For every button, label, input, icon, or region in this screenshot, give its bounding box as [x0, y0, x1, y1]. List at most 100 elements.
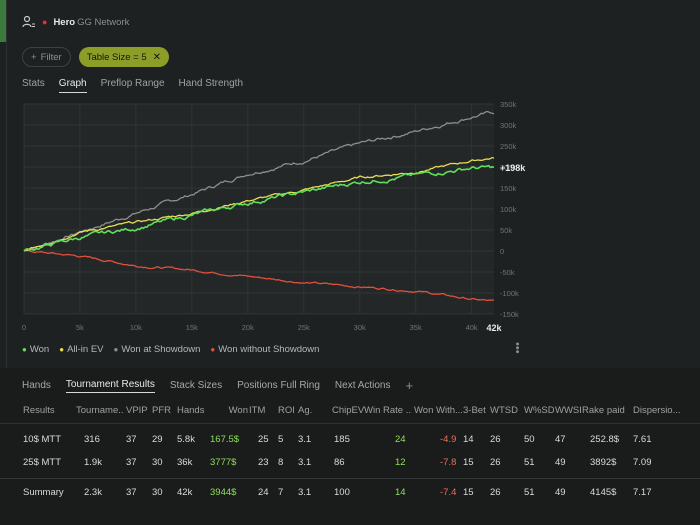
y-tick-label: 150k — [500, 184, 517, 193]
column-header[interactable]: ChipEV/T — [332, 405, 364, 416]
chart-svg: 350k 300k 250k 200k 150k 100k 50k 0 -50k -100k -15… — [22, 100, 526, 333]
tab-next-actions[interactable]: Next Actions — [334, 380, 391, 391]
column-header[interactable]: Ag. — [298, 405, 313, 416]
table-cell: 23 — [258, 457, 269, 468]
column-header[interactable]: Win Rate ... — [364, 405, 412, 416]
table-cell: 49 — [555, 457, 566, 468]
table-cell: 3892$ — [590, 457, 617, 468]
tab-hand-strength[interactable]: Hand Strength — [178, 78, 244, 89]
x-tick-label: 20k — [242, 323, 254, 332]
column-header[interactable]: Results — [23, 405, 55, 416]
table-cell: 15 — [463, 457, 474, 468]
table-cell: 86 — [334, 457, 345, 468]
header: ● Hero GG Network — [22, 14, 129, 30]
y-tick-label: -100k — [500, 289, 519, 298]
legend-label: Won — [29, 344, 50, 355]
tab-preflop-range[interactable]: Preflop Range — [100, 78, 165, 89]
more-options-icon[interactable]: ••• — [511, 342, 523, 354]
chip-label: Table Size = 5 — [86, 51, 147, 63]
column-header[interactable]: WTSD — [490, 405, 518, 416]
column-header[interactable]: Dispersio... — [633, 405, 681, 416]
legend-showdown[interactable]: ● Won at Showdown — [114, 344, 201, 355]
legend-label: Won at Showdown — [121, 344, 201, 355]
table-cell: 7.09 — [633, 457, 652, 468]
legend-non-showdown[interactable]: ● Won without Showdown — [210, 344, 319, 355]
table-cell: 51 — [524, 457, 535, 468]
table-cell: 37 — [126, 487, 137, 498]
x-tick-label: 10k — [130, 323, 142, 332]
table-cell: 26 — [490, 434, 501, 445]
table-size-chip[interactable]: Table Size = 5 ✕ — [78, 47, 170, 67]
results-graph[interactable]: 350k 300k 250k 200k 150k 100k 50k 0 -50k -100k -15… — [22, 98, 532, 338]
tab-positions-full-ring[interactable]: Positions Full Ring — [237, 380, 320, 391]
column-header[interactable]: Tourname... — [76, 405, 124, 416]
x-tick-label: 30k — [354, 323, 366, 332]
table-cell: 37 — [126, 457, 137, 468]
tab-stats[interactable]: Stats — [22, 78, 45, 89]
table-cell: 3944$ — [210, 487, 237, 498]
table-cell: 2.3k — [84, 487, 102, 498]
series-line-non_showdown — [23, 249, 495, 302]
table-cell: 37 — [126, 434, 137, 445]
table-cell: 3.1 — [298, 457, 312, 468]
network-name: GG Network — [77, 16, 130, 28]
plus-icon: + — [31, 51, 37, 63]
status-dot-icon: ● — [42, 16, 48, 27]
won-end-label: +198k — [500, 163, 526, 173]
tab-hands[interactable]: Hands — [22, 380, 51, 391]
table-cell: 1.9k — [84, 457, 102, 468]
x-tick-label: 5k — [76, 323, 84, 332]
table-cell: 3.1 — [298, 434, 312, 445]
table-cell: 252.8$ — [590, 434, 620, 445]
table-cell: 8 — [278, 457, 284, 468]
table-cell: 26 — [490, 487, 501, 498]
table-header: Results Tourname... VPIP PFR Hands Won ITM ROI A… — [0, 398, 700, 424]
column-header[interactable]: VPIP — [126, 405, 148, 416]
player-icon[interactable] — [22, 15, 36, 29]
accent-bar — [0, 0, 6, 42]
column-header[interactable]: W%SD — [524, 405, 554, 416]
close-icon[interactable]: ✕ — [152, 51, 162, 63]
y-tick-label: 50k — [500, 226, 512, 235]
y-tick-label: 100k — [500, 205, 517, 214]
legend-allin-ev[interactable]: ● All-in EV — [59, 344, 103, 355]
table-cell: 50 — [524, 434, 535, 445]
column-header[interactable]: ROI — [278, 405, 295, 416]
table-cell: 24 — [395, 434, 406, 445]
column-header[interactable]: Rake paid — [582, 405, 625, 416]
table-cell: 26 — [490, 457, 501, 468]
table-row[interactable]: 10$ MTT 316 37 29 5.8k 167.5$ 25 5 3.1 185 24 -4.9 1… — [0, 427, 700, 453]
table-cell: 51 — [524, 487, 535, 498]
x-tick-label: 35k — [410, 323, 422, 332]
column-header[interactable]: Won — [228, 405, 248, 416]
column-header[interactable]: Hands — [177, 405, 205, 416]
table-cell: 7.17 — [633, 487, 652, 498]
legend-won[interactable]: ● Won — [22, 344, 49, 355]
hero-name[interactable]: Hero — [53, 16, 76, 28]
tab-tournament-results[interactable]: Tournament Results — [65, 379, 155, 393]
tab-graph[interactable]: Graph — [58, 78, 87, 93]
table-cell: 25 — [258, 434, 269, 445]
summary-row: Summary 2.3k 37 30 42k 3944$ 24 7 3.1 100 14 -7.4 15… — [0, 478, 700, 506]
legend-dot-icon: ● — [59, 345, 65, 354]
series-line-won — [23, 164, 495, 252]
table-cell: 10$ MTT — [23, 434, 62, 445]
filter-row: + Filter Table Size = 5 ✕ — [22, 47, 170, 67]
y-tick-label: 0 — [500, 247, 504, 256]
table-cell: 167.5$ — [210, 434, 240, 445]
column-header[interactable]: WWSF% — [555, 405, 581, 416]
column-header[interactable]: ITM — [249, 405, 266, 416]
tab-stack-sizes[interactable]: Stack Sizes — [169, 380, 223, 391]
table-cell: 3.1 — [298, 487, 312, 498]
bottom-panel: Hands Tournament Results Stack Sizes Pos… — [0, 368, 700, 525]
legend-dot-icon: ● — [22, 345, 27, 354]
column-header[interactable]: Won With... — [414, 405, 462, 416]
legend-label: Won without Showdown — [218, 344, 320, 355]
bottom-tabs: Hands Tournament Results Stack Sizes Pos… — [22, 378, 413, 393]
filter-button[interactable]: + Filter — [22, 47, 71, 67]
column-header[interactable]: 3-Bet — [463, 405, 486, 416]
column-header[interactable]: PFR — [152, 405, 171, 416]
table-cell: 47 — [555, 434, 566, 445]
table-row[interactable]: 25$ MTT 1.9k 37 30 36k 3777$ 23 8 3.1 86 12 -7.8 15 2… — [0, 450, 700, 476]
add-tab-icon[interactable]: + — [405, 378, 414, 393]
